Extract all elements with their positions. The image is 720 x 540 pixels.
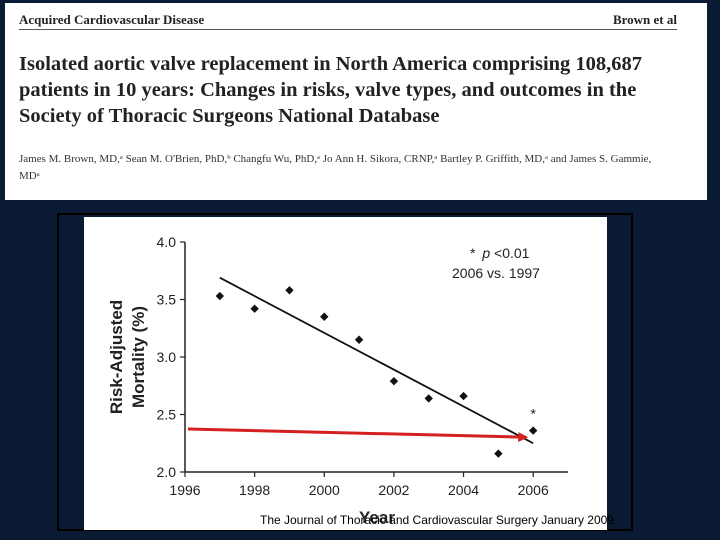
x-tick-label: 2000 (309, 482, 340, 498)
mortality-chart: 2.0 2.5 3.0 3.5 4.0 1996 1998 2000 2002 2004 2006… (107, 234, 568, 527)
point-2006-star: * (530, 406, 536, 422)
trend-line (219, 276, 534, 445)
journal-citation: The Journal of Thoracic and Cardiovascul… (260, 513, 614, 527)
running-head: Brown et al (612, 12, 677, 27)
chart-panel: 2.0 2.5 3.0 3.5 4.0 1996 1998 2000 2002 2004 2006… (84, 217, 607, 530)
data-point-1998 (250, 304, 259, 313)
data-point-2003 (424, 394, 433, 403)
x-tick-label: 2006 (518, 482, 549, 498)
y-tick-label: 2.0 (157, 464, 177, 480)
data-point-2001 (354, 335, 364, 344)
data-point-2005 (494, 449, 503, 458)
y-axis-title-line1: Risk-Adjusted (107, 300, 126, 414)
x-axis-title: Year (359, 508, 395, 527)
data-point-1997 (215, 291, 225, 301)
y-axis-title-line2: Mortality (%) (129, 306, 148, 408)
section-label: Acquired Cardiovascular Disease (19, 12, 205, 27)
y-tick-labels: 2.0 2.5 3.0 3.5 4.0 (157, 234, 177, 480)
note-asterisk: * (470, 245, 476, 261)
paper-header: Acquired Cardiovascular Disease Brown et… (5, 3, 707, 200)
x-tick-labels: 1996 1998 2000 2002 2004 2006 (169, 482, 549, 498)
note-p-value: <0.01 (494, 245, 530, 261)
significance-note: * p <0.01 2006 vs. 1997 (452, 245, 540, 281)
data-point-2004 (459, 391, 468, 401)
paper-title: Isolated aortic valve replacement in Nor… (19, 53, 643, 127)
author-list: James M. Brown, MD,ᵃ Sean M. O'Brien, Ph… (19, 153, 652, 182)
x-tick-label: 1998 (239, 482, 270, 498)
data-point-2002 (389, 376, 399, 386)
svg-text:* p <0.01: * p <0.01 (470, 245, 530, 261)
trend-line-group (219, 276, 534, 445)
x-tick-label: 1996 (169, 482, 200, 498)
y-tick-label: 2.5 (157, 407, 177, 423)
data-point-2000 (320, 312, 329, 321)
data-point-1999 (285, 286, 294, 295)
chart-axes (180, 241, 568, 477)
header-rule (19, 29, 677, 30)
x-tick-label: 2002 (378, 482, 409, 498)
y-tick-label: 4.0 (157, 234, 177, 250)
y-tick-label: 3.5 (157, 292, 177, 308)
data-point-2006 (528, 426, 538, 435)
data-points (215, 286, 538, 458)
x-tick-label: 2004 (448, 482, 479, 498)
note-comparison: 2006 vs. 1997 (452, 265, 540, 281)
y-tick-label: 3.0 (157, 349, 177, 365)
note-p-label: p (481, 245, 490, 261)
